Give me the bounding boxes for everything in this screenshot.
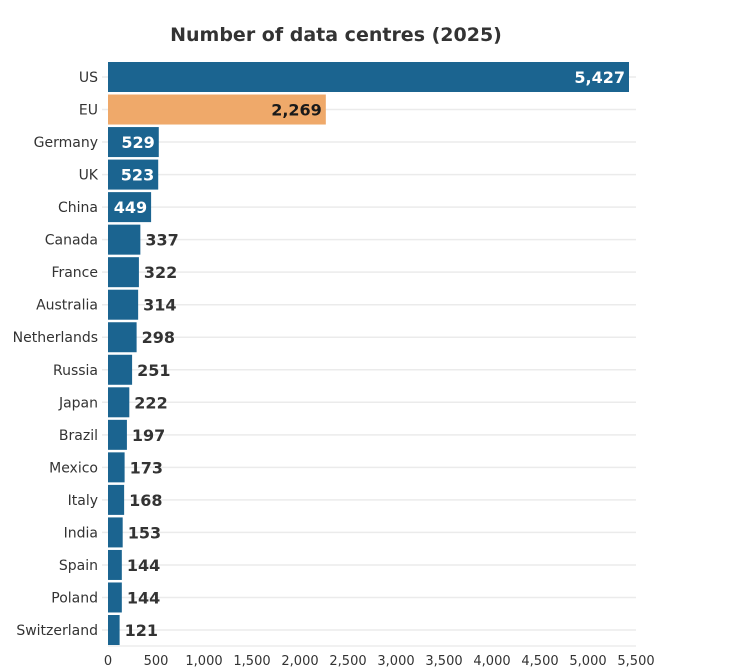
value-label: 337 [145,231,178,250]
value-label: 322 [144,263,177,282]
bar-brazil [108,419,127,450]
bar-uk [108,159,159,190]
bar-japan [108,387,130,418]
x-tick-label: 3,500 [425,654,462,668]
value-label: 251 [137,361,170,380]
value-label: 144 [127,588,160,607]
value-label: 121 [125,621,158,640]
bar-poland [108,582,122,613]
value-label: 153 [128,523,161,542]
bar-italy [108,484,125,515]
bar-australia [108,289,139,320]
x-tick-label: 5,000 [569,654,606,668]
bar-germany [108,127,159,158]
x-tick-label: 1,000 [185,654,222,668]
bar-eu [108,94,326,125]
value-label: 197 [132,426,165,445]
category-label: Brazil [59,428,98,444]
x-tick-label: 2,500 [329,654,366,668]
category-label: Spain [59,558,98,574]
category-label: Italy [68,493,98,509]
category-label: France [51,265,98,281]
bar-mexico [108,452,125,483]
value-label: 173 [130,458,163,477]
bar-france [108,257,139,288]
category-label: India [64,525,98,541]
x-tick-label: 1,500 [233,654,270,668]
category-label: Canada [45,233,98,249]
bar-india [108,517,123,548]
value-label: 144 [127,556,160,575]
x-tick-label: 2,000 [281,654,318,668]
category-label: Mexico [49,460,98,476]
value-label: 2,269 [271,101,322,120]
x-tick-label: 5,500 [617,654,654,668]
bar-canada [108,224,141,255]
x-tick-label: 0 [104,654,112,668]
category-label: Switzerland [16,623,98,639]
x-tick-label: 4,500 [521,654,558,668]
bar-spain [108,549,122,580]
category-label: China [58,200,98,216]
category-label: Australia [36,298,98,314]
value-label: 222 [134,393,167,412]
category-label: UK [79,168,99,184]
value-label: 168 [129,491,162,510]
value-label: 5,427 [574,68,625,87]
x-tick-label: 500 [144,654,169,668]
value-label: 529 [121,133,154,152]
category-label: Japan [58,395,98,411]
value-label: 298 [142,328,175,347]
value-label: 449 [114,198,147,217]
category-label: Poland [51,590,98,606]
x-tick-label: 3,000 [377,654,414,668]
bar-switzerland [108,615,120,646]
bar-russia [108,354,133,385]
bar-china [108,192,152,223]
category-label: Netherlands [13,330,98,346]
bar-us [108,62,629,92]
category-label: Germany [34,135,98,151]
category-label: Russia [53,363,98,379]
x-tick-label: 4,000 [473,654,510,668]
category-label: EU [79,103,98,119]
value-label: 314 [143,296,176,315]
bar-netherlands [108,322,137,353]
category-label: US [79,70,98,86]
chart-title: Number of data centres (2025) [170,24,502,46]
value-label: 523 [121,166,154,185]
